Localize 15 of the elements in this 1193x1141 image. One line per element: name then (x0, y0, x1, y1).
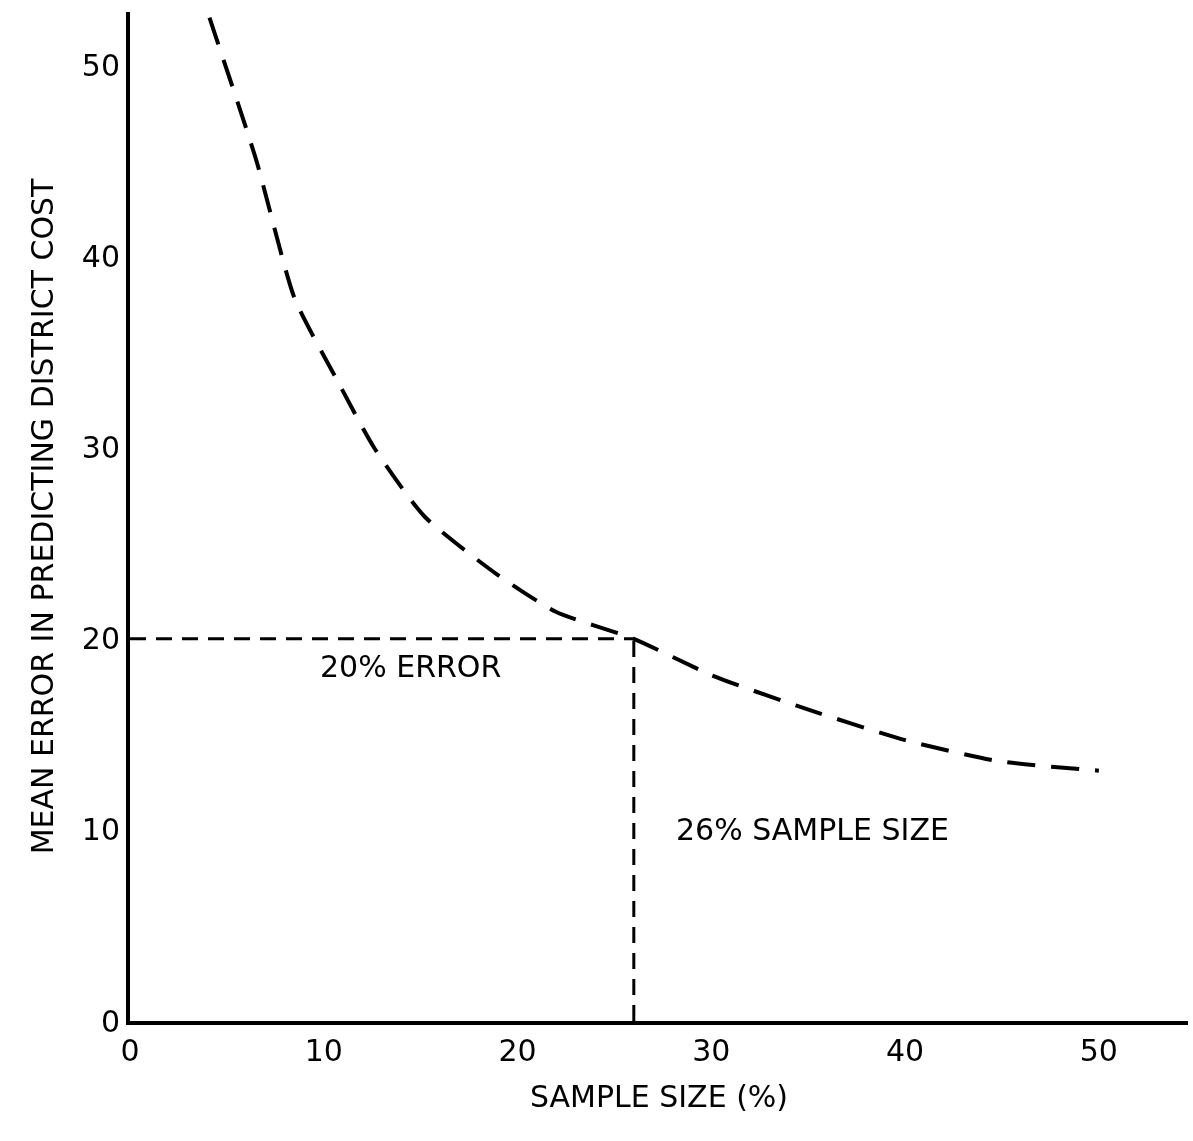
y-tick-label: 30 (81, 430, 120, 466)
ref-line-label: 20% ERROR (320, 649, 502, 684)
y-axis-title: MEAN ERROR IN PREDICTING DISTRICT COST (25, 177, 61, 855)
y-tick-label: 20 (81, 621, 120, 657)
x-tick-label: 50 (1079, 1033, 1118, 1068)
y-tick-label: 10 (81, 812, 120, 848)
x-tick-label: 40 (886, 1033, 925, 1068)
ref-line-label: 26% SAMPLE SIZE (676, 812, 949, 847)
y-tick-label: 50 (81, 48, 120, 84)
x-tick-label: 20 (498, 1033, 537, 1068)
x-tick-label: 10 (304, 1033, 343, 1068)
x-tick-label: 30 (692, 1033, 731, 1068)
x-axis-title: SAMPLE SIZE (%) (529, 1079, 789, 1114)
y-tick-label: 0 (100, 1003, 120, 1039)
y-tick-label: 40 (81, 239, 120, 275)
